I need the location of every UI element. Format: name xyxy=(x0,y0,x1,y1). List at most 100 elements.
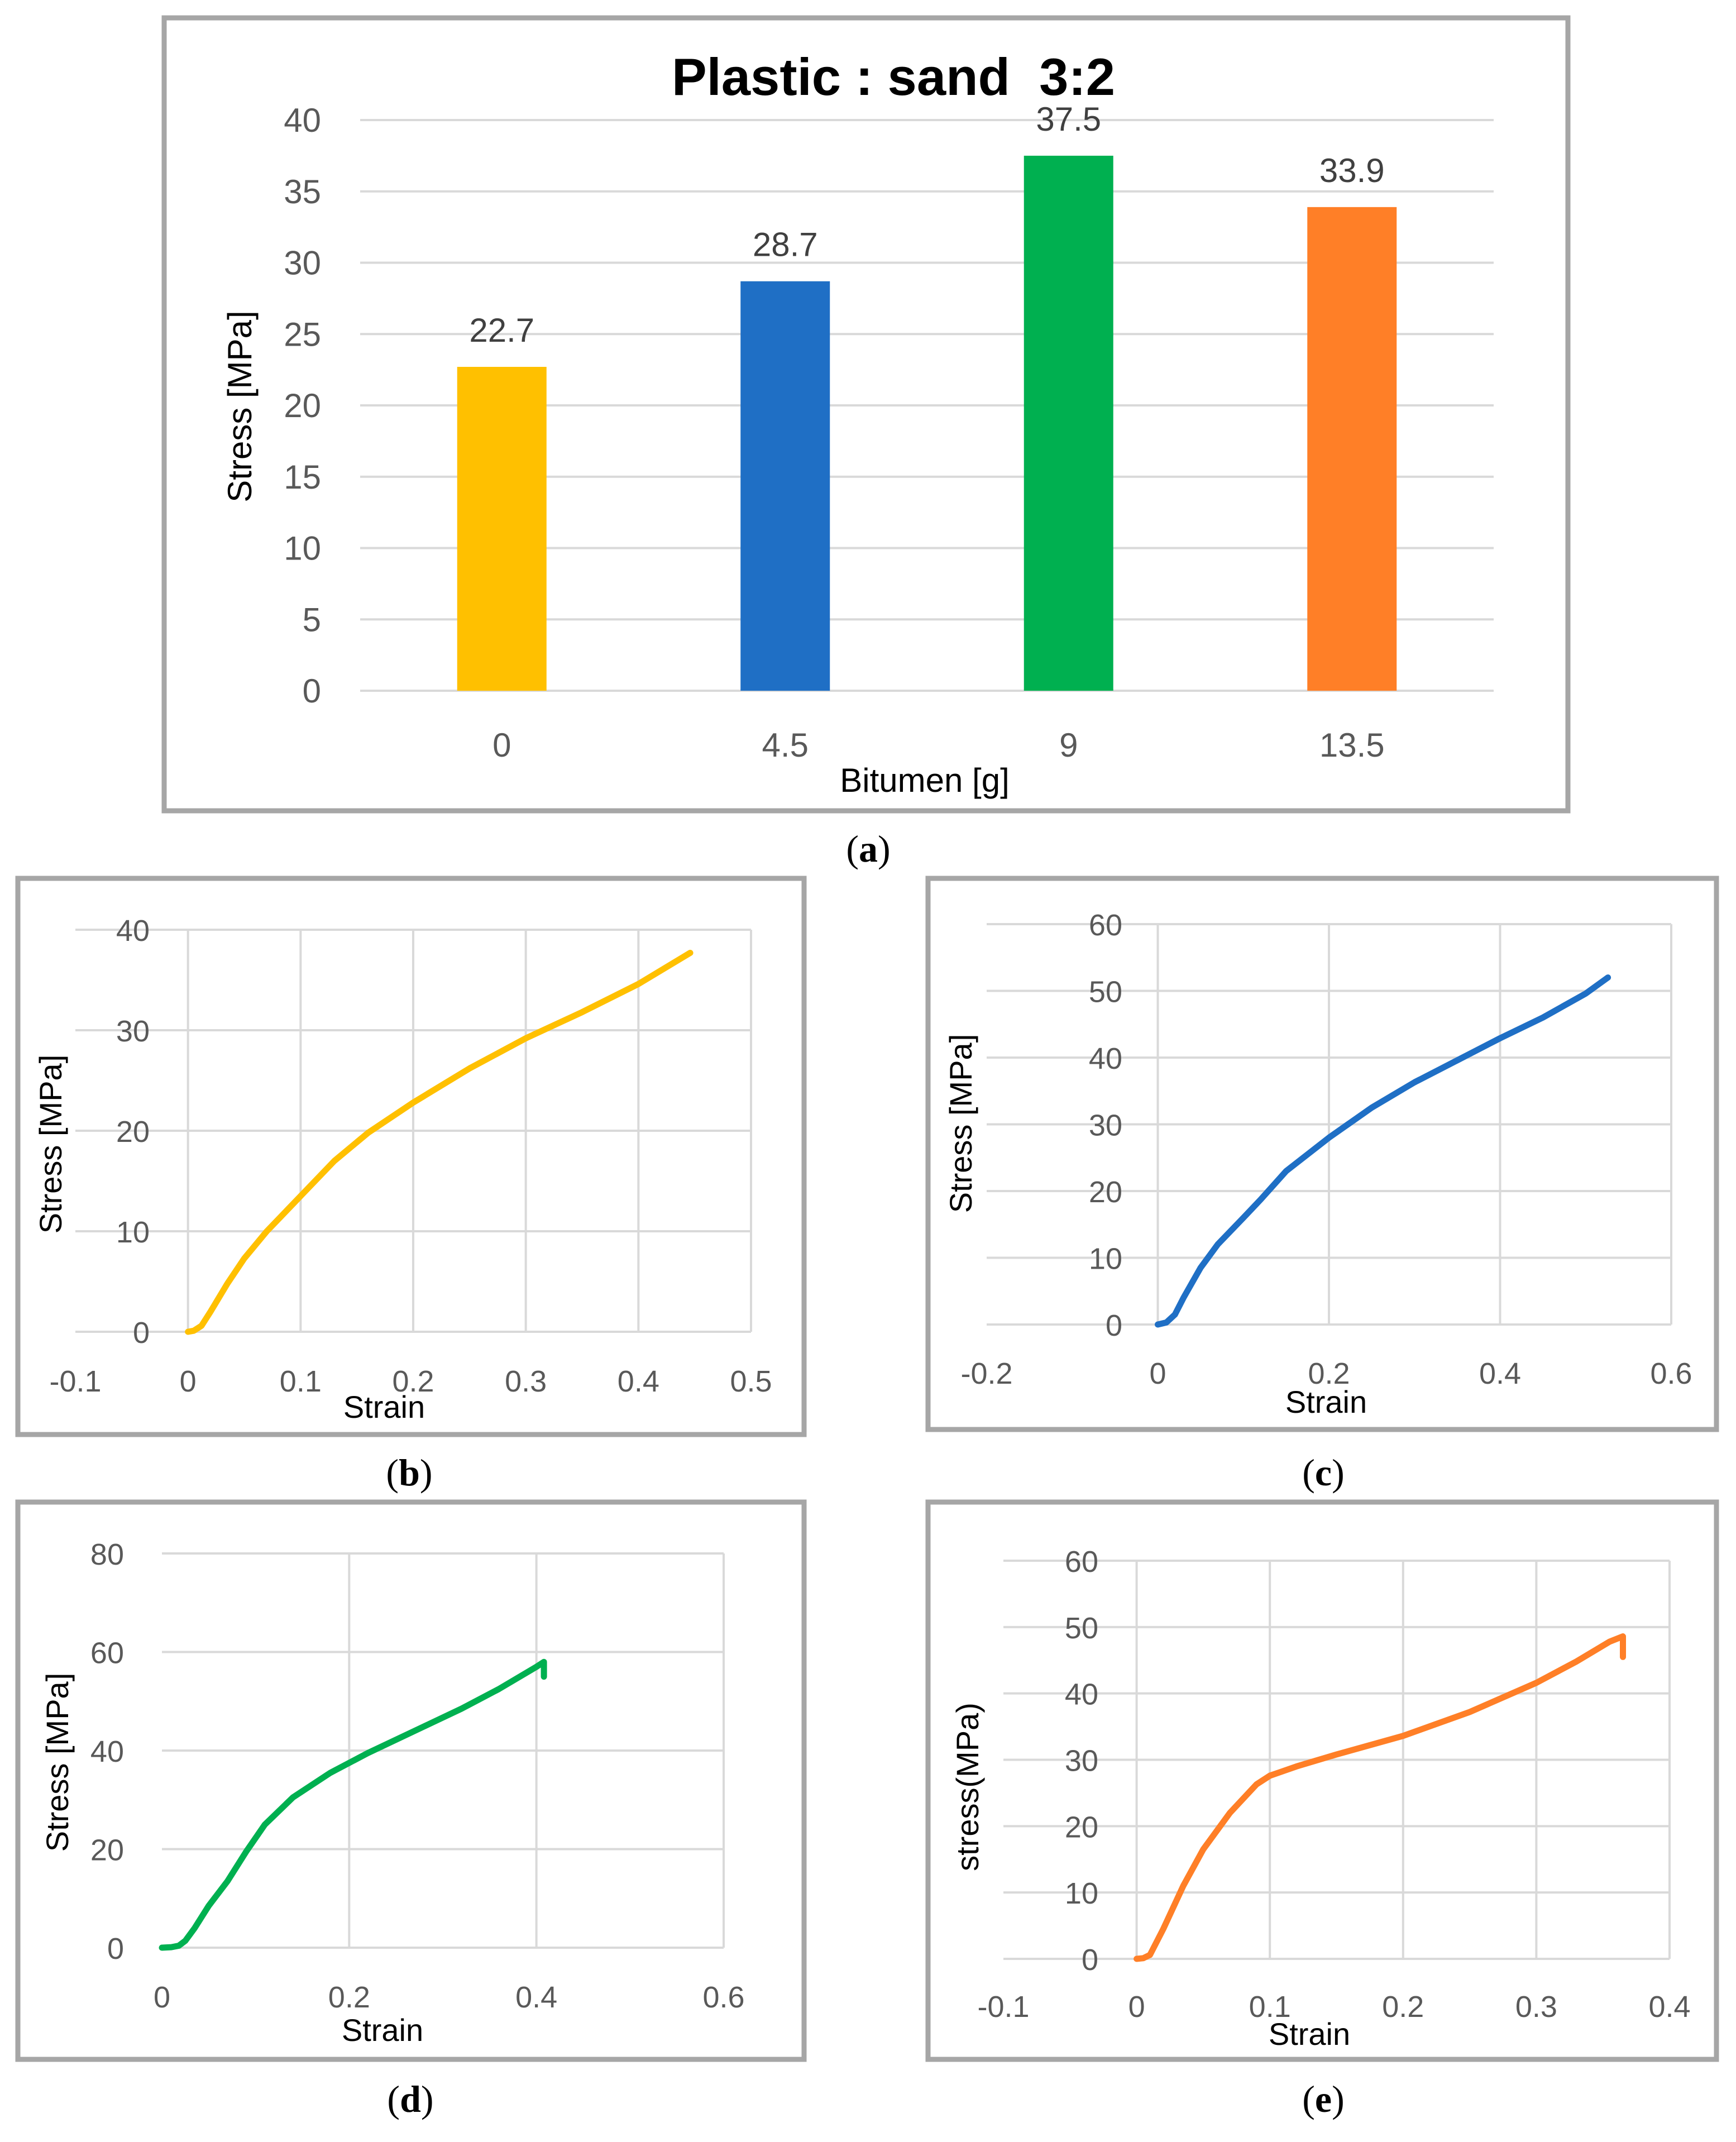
y-tick-label: 10 xyxy=(284,530,321,567)
panel-caption-c: (c) xyxy=(1302,1451,1345,1494)
caption-letter-a: a xyxy=(859,828,878,870)
x-axis-title: Strain xyxy=(1269,2016,1350,2052)
x-tick-label: -0.2 xyxy=(960,1357,1012,1390)
chart-frame-d xyxy=(15,1499,807,2062)
x-tick-label: 0.4 xyxy=(1479,1357,1521,1390)
x-tick-label: 4.5 xyxy=(762,726,809,764)
x-tick-label: 0.4 xyxy=(1648,1990,1690,2024)
y-tick-label: 20 xyxy=(284,387,321,424)
data-label: 28.7 xyxy=(753,226,818,264)
x-tick-label: 0 xyxy=(180,1365,197,1398)
y-tick-label: 10 xyxy=(1065,1877,1098,1910)
panel-caption-b: (b) xyxy=(386,1451,432,1494)
y-tick-label: 20 xyxy=(116,1115,150,1149)
caption-letter-d: d xyxy=(400,2078,421,2120)
x-tick-label: 0.3 xyxy=(505,1365,547,1398)
x-tick-label: 0.2 xyxy=(328,1981,370,2014)
y-tick-label: 40 xyxy=(90,1735,124,1768)
panel-caption-d: (d) xyxy=(387,2078,433,2120)
y-axis-title: Stress [MPa] xyxy=(943,1034,978,1213)
y-tick-label: 30 xyxy=(284,245,321,282)
x-tick-label: 0.2 xyxy=(1382,1990,1424,2024)
x-tick-label: 0.1 xyxy=(1249,1990,1291,2024)
stress-strain-curve xyxy=(185,949,694,1335)
x-tick-label: 0 xyxy=(492,726,511,764)
x-tick-label: 0 xyxy=(1149,1357,1166,1390)
y-axis-title: Stress [MPa] xyxy=(40,1673,75,1852)
y-tick-label: 15 xyxy=(284,458,321,496)
x-tick-label: 0.2 xyxy=(1308,1357,1350,1390)
y-axis-title: Stress [MPa] xyxy=(221,310,259,502)
chart-frame-b xyxy=(15,876,807,1437)
bar-0 xyxy=(457,367,547,691)
x-tick-label: -0.1 xyxy=(977,1990,1029,2024)
y-tick-label: 30 xyxy=(116,1015,150,1048)
x-tick-label: -0.1 xyxy=(49,1365,101,1398)
y-axis-title: stress(MPa) xyxy=(950,1703,985,1871)
bar-4.5 xyxy=(740,281,830,691)
panel-caption-a: (a) xyxy=(846,828,890,870)
x-tick-label: 9 xyxy=(1059,726,1078,764)
x-tick-label: 0.1 xyxy=(280,1365,322,1398)
x-tick-label: 0.6 xyxy=(702,1981,744,2014)
y-tick-label: 60 xyxy=(1089,909,1122,942)
stress-strain-curve xyxy=(1134,1633,1626,1962)
caption-letter-b: b xyxy=(399,1451,420,1494)
x-tick-label: 13.5 xyxy=(1319,726,1385,764)
y-tick-label: 0 xyxy=(1106,1309,1122,1342)
stress-strain-panel-b: 0 10 20 30 40 -0.1 0 0.1 0.2 0.3 0.4 0.5 Strain Str… xyxy=(15,876,807,1437)
y-tick-label: 0 xyxy=(133,1316,150,1350)
x-axis-title: Strain xyxy=(343,1389,425,1424)
stress-strain-panel-e: 0 10 20 30 40 50 60 -0.1 0 0.1 0.2 0.3 0.4 Strain st… xyxy=(925,1499,1719,2062)
y-tick-label: 30 xyxy=(1065,1744,1098,1778)
y-tick-label: 60 xyxy=(90,1637,124,1670)
x-tick-label: 0.3 xyxy=(1515,1990,1557,2024)
y-tick-label: 30 xyxy=(1089,1109,1122,1142)
y-tick-label: 20 xyxy=(1089,1175,1122,1209)
y-tick-label: 50 xyxy=(1089,976,1122,1009)
y-tick-label: 5 xyxy=(303,601,321,638)
y-tick-label: 10 xyxy=(1089,1242,1122,1276)
caption-letter-e: e xyxy=(1315,2078,1332,2120)
x-axis-title: Bitumen [g] xyxy=(840,762,1010,799)
y-tick-label: 25 xyxy=(284,315,321,353)
bar-chart-panel-a: Plastic : sand 3:2 0 5 10 15 20 25 30 35 40 22.7… xyxy=(161,15,1571,814)
chart-title: Plastic : sand 3:2 xyxy=(672,47,1115,106)
x-tick-label: 0.4 xyxy=(515,1981,557,2014)
y-tick-label: 0 xyxy=(107,1932,124,1966)
y-tick-label: 40 xyxy=(284,102,321,139)
x-tick-label: 0 xyxy=(154,1981,170,2014)
y-tick-label: 0 xyxy=(1082,1943,1098,1977)
caption-letter-c: c xyxy=(1315,1451,1332,1494)
chart-frame-e xyxy=(925,1499,1719,2062)
chart-frame-c xyxy=(925,876,1719,1432)
stress-strain-curve xyxy=(159,1658,547,1951)
data-label: 37.5 xyxy=(1036,101,1101,138)
stress-strain-curve xyxy=(1155,974,1611,1328)
y-tick-label: 0 xyxy=(303,672,321,710)
y-tick-label: 40 xyxy=(1065,1678,1098,1711)
panel-caption-e: (e) xyxy=(1302,2078,1345,2120)
x-tick-label: 0 xyxy=(1128,1990,1145,2024)
y-tick-label: 10 xyxy=(116,1216,150,1249)
y-axis-title: Stress [MPa] xyxy=(33,1055,68,1234)
y-tick-label: 20 xyxy=(1065,1810,1098,1844)
x-tick-label: 0.5 xyxy=(730,1365,772,1398)
x-axis-title: Strain xyxy=(342,2012,423,2048)
bar-13.5 xyxy=(1307,207,1397,691)
data-label: 22.7 xyxy=(469,312,534,349)
x-axis-title: Strain xyxy=(1285,1384,1367,1419)
y-tick-label: 20 xyxy=(90,1834,124,1867)
x-tick-label: 0.4 xyxy=(618,1365,659,1398)
y-tick-label: 40 xyxy=(116,914,150,948)
x-tick-label: 0.6 xyxy=(1650,1357,1692,1390)
y-tick-label: 35 xyxy=(284,173,321,211)
bar-9 xyxy=(1024,155,1113,691)
x-tick-label: 0.2 xyxy=(392,1365,434,1398)
y-tick-label: 60 xyxy=(1065,1545,1098,1579)
stress-strain-panel-d: 0 20 40 60 80 0 0.2 0.4 0.6 Strain Stress [MPa] xyxy=(15,1499,807,2062)
stress-strain-panel-c: 0 10 20 30 40 50 60 -0.2 0 0.2 0.4 0.6 Strain Stres… xyxy=(925,876,1719,1432)
y-tick-label: 50 xyxy=(1065,1612,1098,1645)
y-tick-label: 40 xyxy=(1089,1042,1122,1075)
